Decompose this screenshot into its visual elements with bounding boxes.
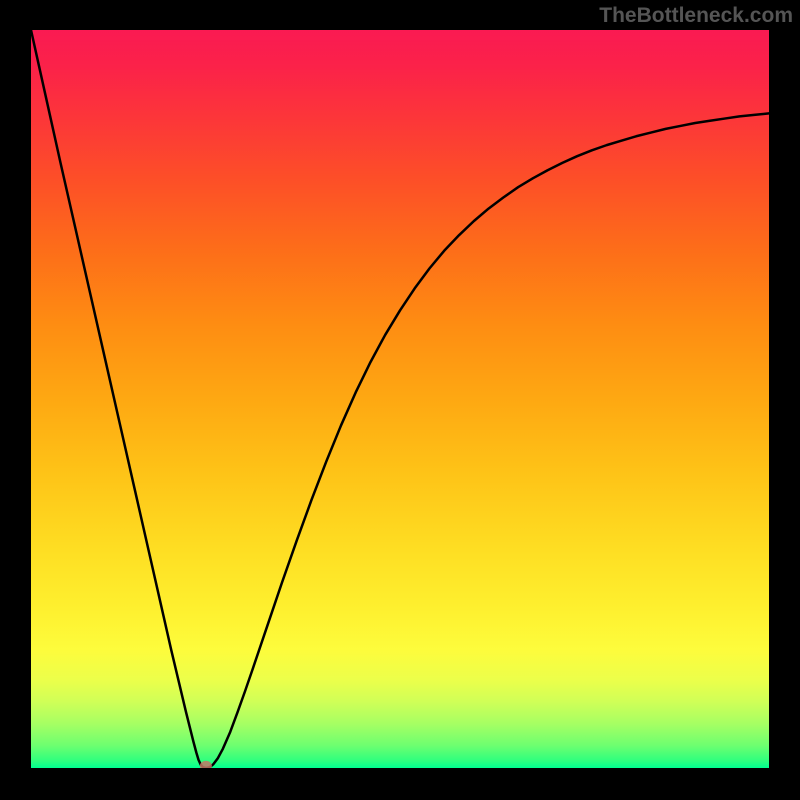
- gradient-background: [31, 30, 769, 768]
- plot-area: [31, 30, 769, 768]
- chart-container: TheBottleneck.com: [0, 0, 800, 800]
- chart-svg: [31, 30, 769, 768]
- watermark-label: TheBottleneck.com: [599, 4, 793, 28]
